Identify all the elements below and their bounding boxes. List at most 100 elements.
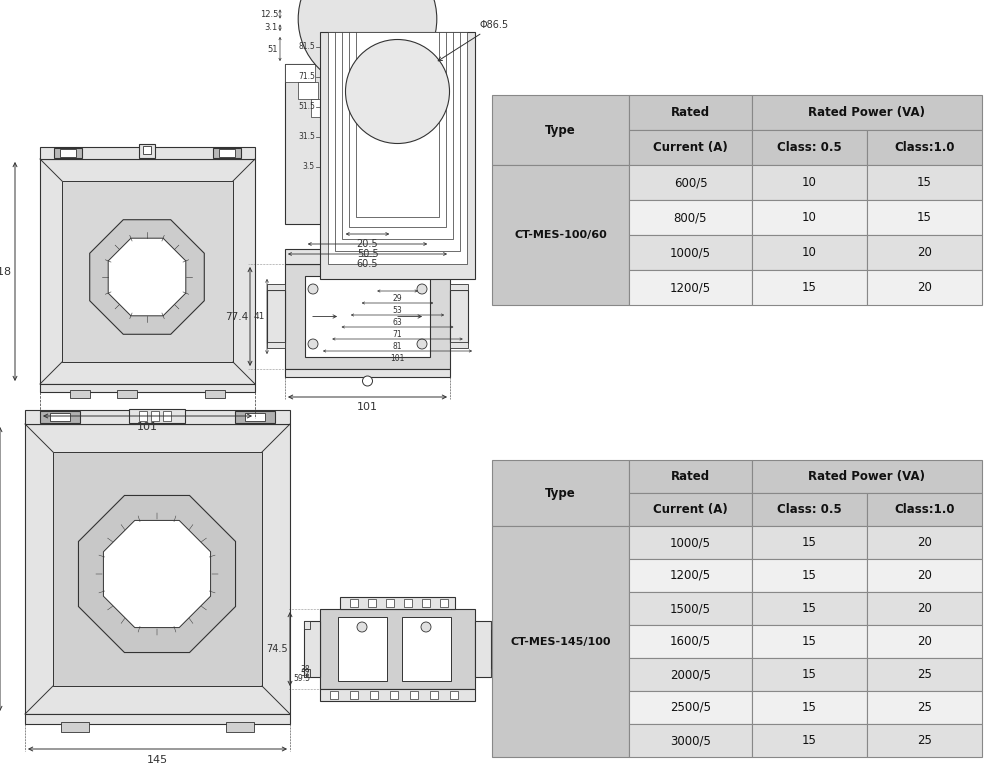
Text: 101: 101: [390, 354, 405, 363]
Bar: [629, 691, 752, 724]
Circle shape: [417, 339, 427, 349]
Bar: [139, 144, 155, 158]
Text: 15: 15: [802, 569, 817, 582]
Bar: [629, 165, 752, 200]
Circle shape: [357, 622, 367, 632]
Bar: [450, 691, 458, 699]
Bar: [492, 460, 629, 526]
Bar: [492, 95, 629, 165]
Bar: [25, 424, 290, 714]
Text: 20: 20: [917, 569, 932, 582]
Bar: [410, 99, 424, 117]
Bar: [304, 669, 310, 677]
Bar: [450, 291, 468, 343]
Bar: [245, 413, 265, 421]
Bar: [629, 200, 752, 235]
Bar: [304, 621, 310, 629]
Text: 1000/5: 1000/5: [670, 536, 711, 549]
Bar: [311, 99, 325, 117]
Bar: [368, 599, 376, 607]
Bar: [629, 493, 752, 526]
Bar: [752, 724, 867, 757]
Bar: [40, 147, 255, 159]
Bar: [267, 342, 285, 347]
Bar: [335, 31, 460, 251]
Text: Type: Type: [545, 487, 576, 499]
Text: 51: 51: [268, 44, 278, 54]
Text: 31.5: 31.5: [298, 132, 315, 141]
Text: 20.5: 20.5: [357, 239, 378, 249]
Bar: [219, 149, 235, 157]
Bar: [304, 621, 320, 677]
Bar: [752, 658, 867, 691]
Bar: [53, 452, 262, 686]
Text: 25: 25: [917, 701, 932, 714]
Text: 3.1: 3.1: [265, 23, 278, 32]
Bar: [492, 165, 629, 305]
Bar: [629, 526, 752, 559]
Bar: [386, 599, 394, 607]
Bar: [867, 165, 982, 200]
Circle shape: [298, 0, 437, 88]
Text: 50.5: 50.5: [357, 249, 378, 259]
Bar: [151, 411, 159, 421]
Bar: [267, 291, 285, 343]
Bar: [422, 599, 430, 607]
Text: 1000/5: 1000/5: [670, 246, 711, 259]
Bar: [867, 658, 982, 691]
Text: Class: 0.5: Class: 0.5: [777, 141, 842, 154]
Bar: [163, 411, 171, 421]
Text: Current (A): Current (A): [653, 503, 728, 516]
Text: 15: 15: [802, 668, 817, 681]
Text: 800/5: 800/5: [674, 211, 707, 224]
Text: 52: 52: [300, 669, 310, 679]
Bar: [285, 369, 450, 377]
Bar: [117, 390, 137, 398]
Text: 74.5: 74.5: [266, 644, 288, 654]
Text: 1500/5: 1500/5: [670, 602, 711, 615]
Text: 15: 15: [802, 281, 817, 294]
Bar: [867, 592, 982, 625]
Bar: [349, 31, 446, 227]
Text: 15: 15: [917, 211, 932, 224]
Circle shape: [346, 40, 450, 143]
Bar: [752, 235, 867, 270]
Text: 51.5: 51.5: [298, 102, 315, 111]
Bar: [629, 460, 752, 493]
Polygon shape: [108, 238, 186, 315]
Text: Rated: Rated: [671, 106, 710, 119]
Bar: [305, 276, 430, 357]
Text: 145: 145: [147, 755, 168, 765]
Text: 15: 15: [802, 536, 817, 549]
Bar: [629, 592, 752, 625]
Text: 3000/5: 3000/5: [670, 734, 711, 747]
Bar: [450, 342, 468, 347]
Circle shape: [421, 622, 431, 632]
Circle shape: [417, 284, 427, 294]
Circle shape: [362, 250, 374, 262]
Text: 15: 15: [802, 701, 817, 714]
Text: 20: 20: [917, 536, 932, 549]
Bar: [25, 714, 290, 724]
Text: 25: 25: [917, 734, 932, 747]
Bar: [752, 625, 867, 658]
Bar: [491, 621, 497, 629]
Bar: [235, 411, 275, 423]
Bar: [752, 493, 867, 526]
Bar: [143, 146, 151, 154]
Text: CT-MES-145/100: CT-MES-145/100: [510, 636, 611, 647]
Bar: [867, 493, 982, 526]
Bar: [752, 460, 982, 493]
Text: 2000/5: 2000/5: [670, 668, 711, 681]
Bar: [629, 658, 752, 691]
Bar: [417, 82, 437, 99]
Text: 12.5: 12.5: [260, 9, 278, 19]
Bar: [867, 559, 982, 592]
Bar: [298, 82, 318, 99]
Text: 1200/5: 1200/5: [670, 569, 711, 582]
Polygon shape: [78, 495, 236, 653]
Bar: [340, 597, 455, 609]
Circle shape: [362, 376, 372, 386]
Circle shape: [308, 284, 318, 294]
Bar: [752, 691, 867, 724]
